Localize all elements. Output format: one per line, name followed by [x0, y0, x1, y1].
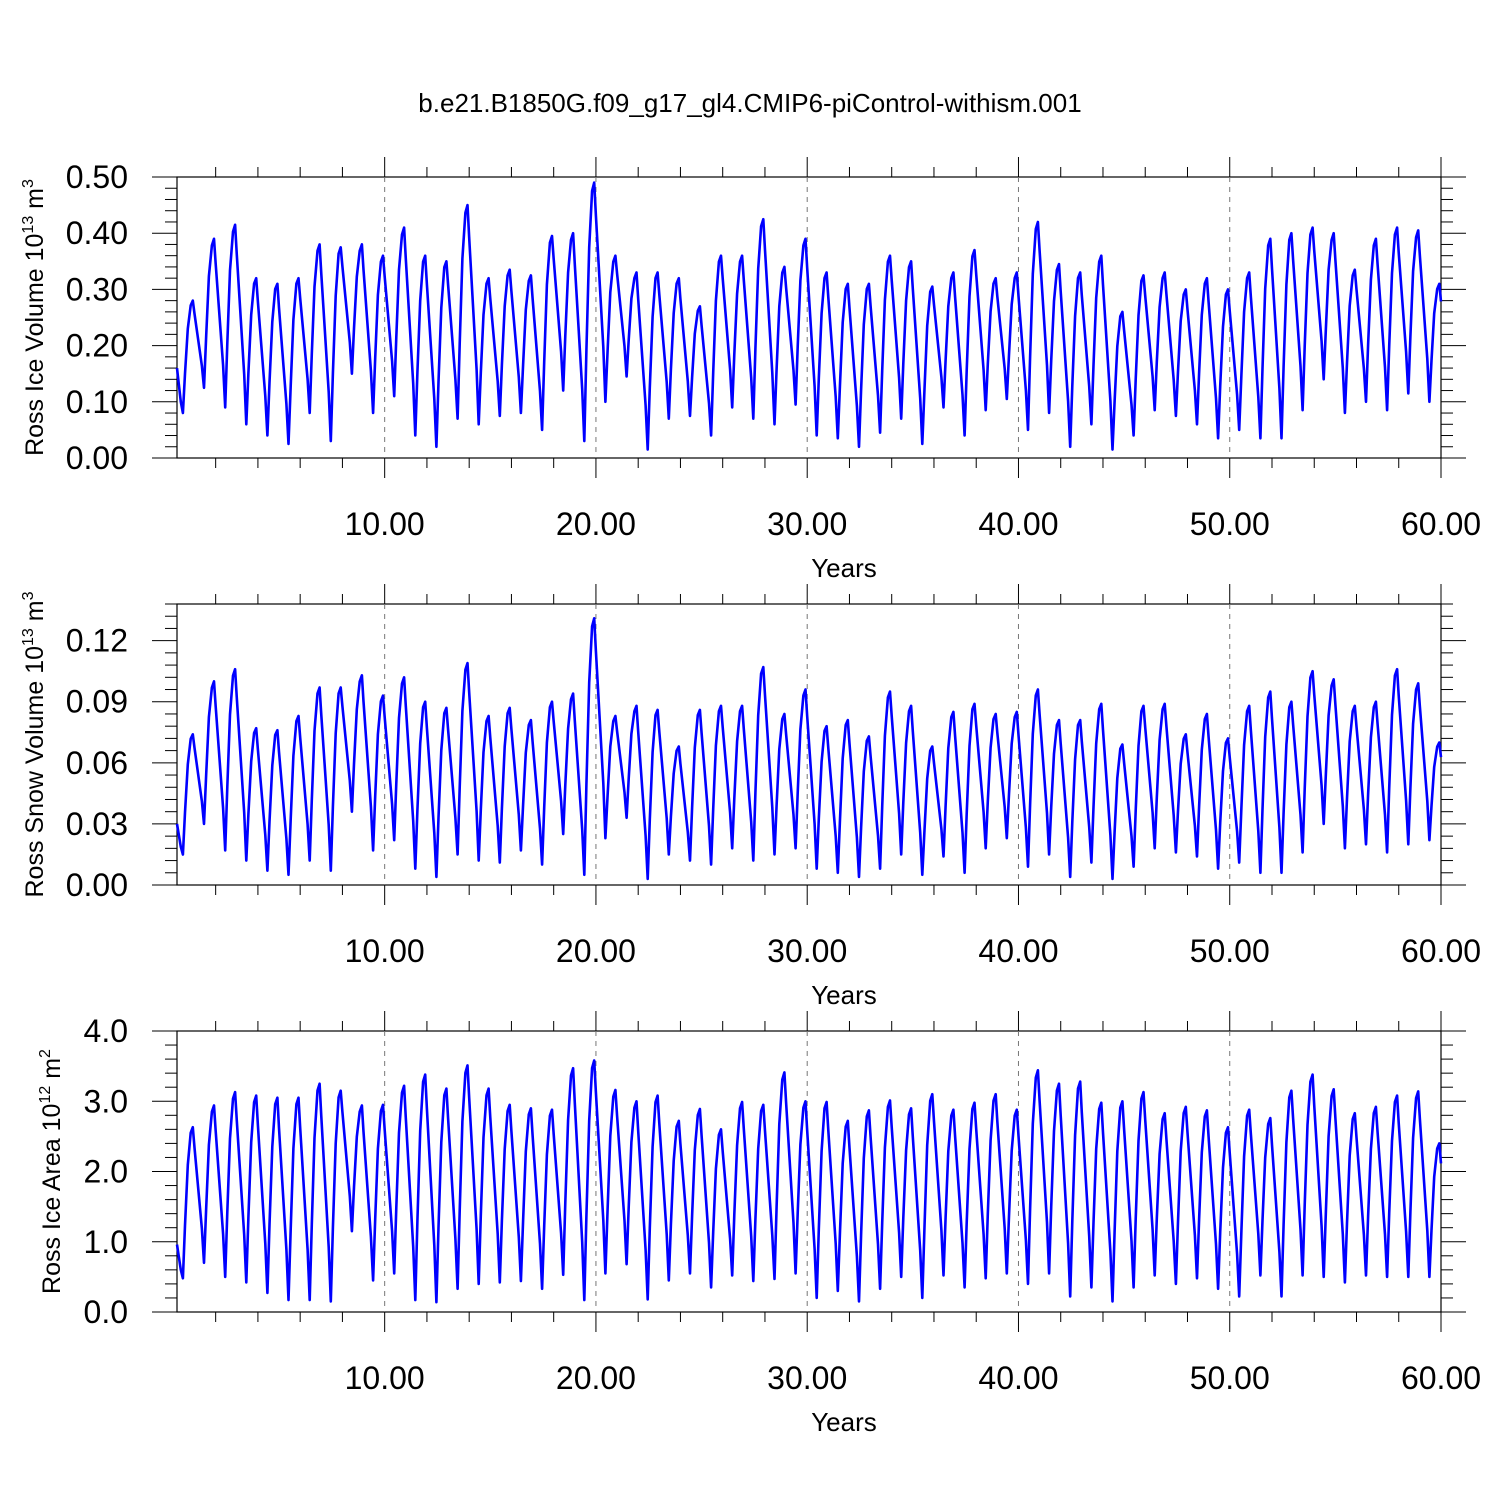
y-label-exponent: 12 — [37, 1086, 54, 1104]
y-tick-label: 0.40 — [66, 215, 128, 251]
chart-panel-1: 10.00 20.00 30.00 40.00 50.00 60.00 Years 0.00 0… — [20, 157, 1481, 583]
x-tick-label: 40.00 — [978, 1360, 1058, 1396]
y-label-unit-exponent: 2 — [37, 1049, 54, 1058]
y-tick-label: 0.00 — [66, 867, 128, 903]
x-axis-label: Years — [811, 980, 877, 1010]
y-label-text: Ross Ice Volume 10 — [21, 234, 49, 456]
x-tick-label: 60.00 — [1401, 1360, 1481, 1396]
x-tick-label: 20.00 — [556, 506, 636, 542]
x-tick-label: 30.00 — [767, 933, 847, 969]
x-tick-label: 20.00 — [556, 1360, 636, 1396]
y-axis-label: Ross Ice Area 1012 m2 — [37, 1049, 66, 1294]
y-label-exponent: 13 — [20, 628, 37, 646]
y-tick-label: 0.30 — [66, 271, 128, 307]
chart-panel-2: 10.00 20.00 30.00 40.00 50.00 60.00 Years 0.00 0… — [20, 584, 1481, 1010]
x-tick-label: 30.00 — [767, 1360, 847, 1396]
plot-frame — [176, 603, 1442, 886]
y-tick-label: 0.20 — [66, 328, 128, 364]
y-label-unit: m — [21, 188, 49, 216]
x-axis-label: Years — [811, 553, 877, 583]
y-label-text: Ross Snow Volume 10 — [21, 646, 49, 898]
panels: 10.00 20.00 30.00 40.00 50.00 60.00Years0.000… — [20, 157, 1481, 1437]
chart-panel-3: 10.00 20.00 30.00 40.00 50.00 60.00 Years 0.0 1.… — [37, 1011, 1481, 1437]
y-tick-label: 0.0 — [84, 1294, 128, 1330]
x-tick-label: 20.00 — [556, 933, 636, 969]
y-tick-label: 2.0 — [84, 1154, 128, 1190]
series-line — [175, 617, 1443, 881]
x-tick-label: 40.00 — [978, 933, 1058, 969]
y-tick-label: 3.0 — [84, 1083, 128, 1119]
y-label-exponent: 13 — [20, 216, 37, 234]
y-tick-label: 1.0 — [84, 1224, 128, 1260]
y-tick-label: 0.03 — [66, 806, 128, 842]
y-label-unit-exponent: 3 — [20, 591, 37, 600]
x-tick-label: 60.00 — [1401, 506, 1481, 542]
x-tick-label: 50.00 — [1190, 933, 1270, 969]
y-tick-label: 0.12 — [66, 623, 128, 659]
x-axis-label: Years — [811, 1407, 877, 1437]
x-tick-label: 30.00 — [767, 506, 847, 542]
y-tick-label: 0.06 — [66, 745, 128, 781]
y-tick-label: 0.09 — [66, 684, 128, 720]
y-tick-label: 0.00 — [66, 440, 128, 476]
figure-title: b.e21.B1850G.f09_g17_gl4.CMIP6-piControl… — [418, 88, 1081, 118]
y-axis-label: Ross Snow Volume 1013 m3 — [20, 591, 49, 897]
y-label-unit: m — [21, 600, 49, 628]
x-tick-label: 40.00 — [978, 506, 1058, 542]
x-tick-label: 10.00 — [345, 933, 425, 969]
y-label-text: Ross Ice Area 10 — [38, 1104, 66, 1294]
y-label-unit-exponent: 3 — [20, 179, 37, 188]
x-tick-label: 60.00 — [1401, 933, 1481, 969]
series-line — [175, 181, 1443, 451]
y-axis-label: Ross Ice Volume 1013 m3 — [20, 179, 49, 456]
y-label-unit: m — [38, 1058, 66, 1086]
series-line — [175, 1059, 1443, 1304]
y-tick-label: 0.50 — [66, 159, 128, 195]
y-tick-label: 0.10 — [66, 384, 128, 420]
y-tick-label: 4.0 — [84, 1013, 128, 1049]
x-tick-label: 50.00 — [1190, 1360, 1270, 1396]
x-tick-label: 50.00 — [1190, 506, 1270, 542]
x-tick-label: 10.00 — [345, 1360, 425, 1396]
plot-frame — [176, 176, 1442, 459]
x-tick-label: 10.00 — [345, 506, 425, 542]
